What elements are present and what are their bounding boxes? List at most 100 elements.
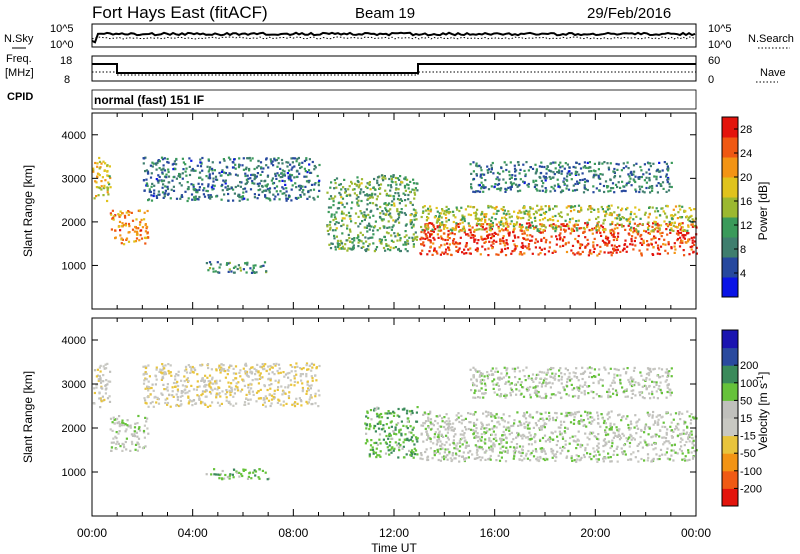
- echo-cell: [521, 437, 524, 440]
- echo-cell: [622, 415, 625, 418]
- echo-cell: [518, 253, 521, 256]
- echo-cell: [296, 365, 299, 368]
- echo-cell: [652, 162, 655, 165]
- echo-cell: [131, 228, 135, 231]
- echo-cell: [610, 234, 614, 237]
- echo-cell: [166, 397, 169, 400]
- echo-cell: [396, 239, 399, 242]
- echo-cell: [576, 223, 579, 226]
- echo-cell: [163, 388, 166, 391]
- echo-cell: [211, 169, 214, 172]
- freq-panel: [91, 55, 697, 82]
- echo-cell: [296, 402, 299, 405]
- echo-cell: [249, 177, 252, 180]
- echo-cell: [227, 270, 230, 273]
- echo-cell: [307, 181, 310, 184]
- echo-cell: [523, 206, 526, 209]
- echo-cell: [220, 174, 223, 177]
- echo-cell: [554, 230, 557, 233]
- echo-cell: [369, 444, 373, 447]
- echo-cell: [274, 379, 277, 382]
- echo-cell: [248, 167, 251, 171]
- echo-cell: [489, 412, 492, 415]
- echo-cell: [424, 233, 427, 236]
- echo-cell: [658, 238, 661, 241]
- echo-cell: [412, 225, 415, 228]
- echo-cell: [427, 419, 430, 422]
- echo-cell: [223, 159, 226, 162]
- echo-cell: [502, 206, 505, 209]
- echo-cell: [667, 440, 670, 443]
- echo-cell: [329, 186, 332, 189]
- echo-cell: [664, 453, 667, 456]
- echo-cell: [435, 221, 438, 224]
- echo-cell: [186, 377, 189, 380]
- echo-cell: [105, 379, 108, 382]
- echo-cell: [335, 186, 338, 189]
- echo-cell: [548, 217, 551, 221]
- echo-cell: [138, 426, 141, 429]
- echo-cell: [463, 436, 466, 439]
- echo-cell: [376, 181, 379, 185]
- echo-cell: [637, 177, 640, 180]
- echo-cell: [423, 411, 426, 414]
- echo-cell: [534, 241, 537, 244]
- echo-cell: [472, 432, 476, 435]
- echo-cell: [404, 189, 407, 192]
- echo-cell: [436, 441, 439, 444]
- echo-cell: [619, 175, 622, 178]
- echo-cell: [563, 228, 566, 231]
- echo-cell: [340, 201, 343, 204]
- echo-cell: [455, 453, 458, 456]
- echo-cell: [661, 375, 664, 378]
- echo-cell: [591, 420, 594, 423]
- echo-cell: [521, 451, 524, 455]
- echo-cell: [378, 416, 381, 419]
- echo-cell: [257, 370, 260, 373]
- echo-cell: [572, 371, 575, 374]
- echo-cell: [596, 414, 600, 417]
- echo-cell: [211, 188, 214, 191]
- noise-sky-line: [91, 31, 696, 44]
- echo-cell: [414, 209, 417, 212]
- echo-cell: [104, 179, 107, 182]
- echo-cell: [248, 389, 251, 392]
- echo-cell: [603, 241, 606, 244]
- echo-cell: [92, 169, 95, 172]
- echo-cell: [668, 185, 671, 188]
- echo-cell: [327, 206, 331, 209]
- echo-cell: [371, 236, 374, 239]
- echo-cell: [244, 172, 247, 175]
- echo-cell: [487, 236, 490, 239]
- echo-cell: [557, 171, 561, 174]
- echo-cell: [201, 169, 204, 172]
- echo-cell: [99, 406, 102, 409]
- echo-cell: [545, 238, 548, 242]
- echo-cell: [609, 189, 612, 192]
- echo-cell: [597, 417, 600, 420]
- echo-cell: [471, 453, 474, 456]
- echo-cell: [121, 419, 124, 422]
- echo-cell: [646, 248, 649, 251]
- echo-cell: [581, 172, 584, 175]
- echo-cell: [558, 163, 561, 167]
- echo-cell: [294, 370, 297, 373]
- echo-cell: [559, 228, 563, 231]
- echo-cell: [464, 446, 467, 449]
- echo-cell: [162, 365, 165, 368]
- echo-cell: [365, 424, 368, 427]
- echo-cell: [450, 429, 453, 432]
- echo-cell: [118, 215, 121, 218]
- echo-cell: [204, 374, 207, 377]
- echo-cell: [651, 414, 654, 417]
- echo-cell: [534, 183, 537, 186]
- echo-cell: [95, 181, 98, 184]
- echo-cell: [641, 446, 644, 449]
- echo-cell: [366, 230, 369, 233]
- echo-cell: [674, 205, 678, 208]
- echo-cell: [510, 431, 513, 434]
- echo-cell: [346, 224, 349, 227]
- echo-cell: [664, 437, 668, 440]
- echo-cell: [562, 224, 565, 227]
- echo-cell: [564, 162, 567, 165]
